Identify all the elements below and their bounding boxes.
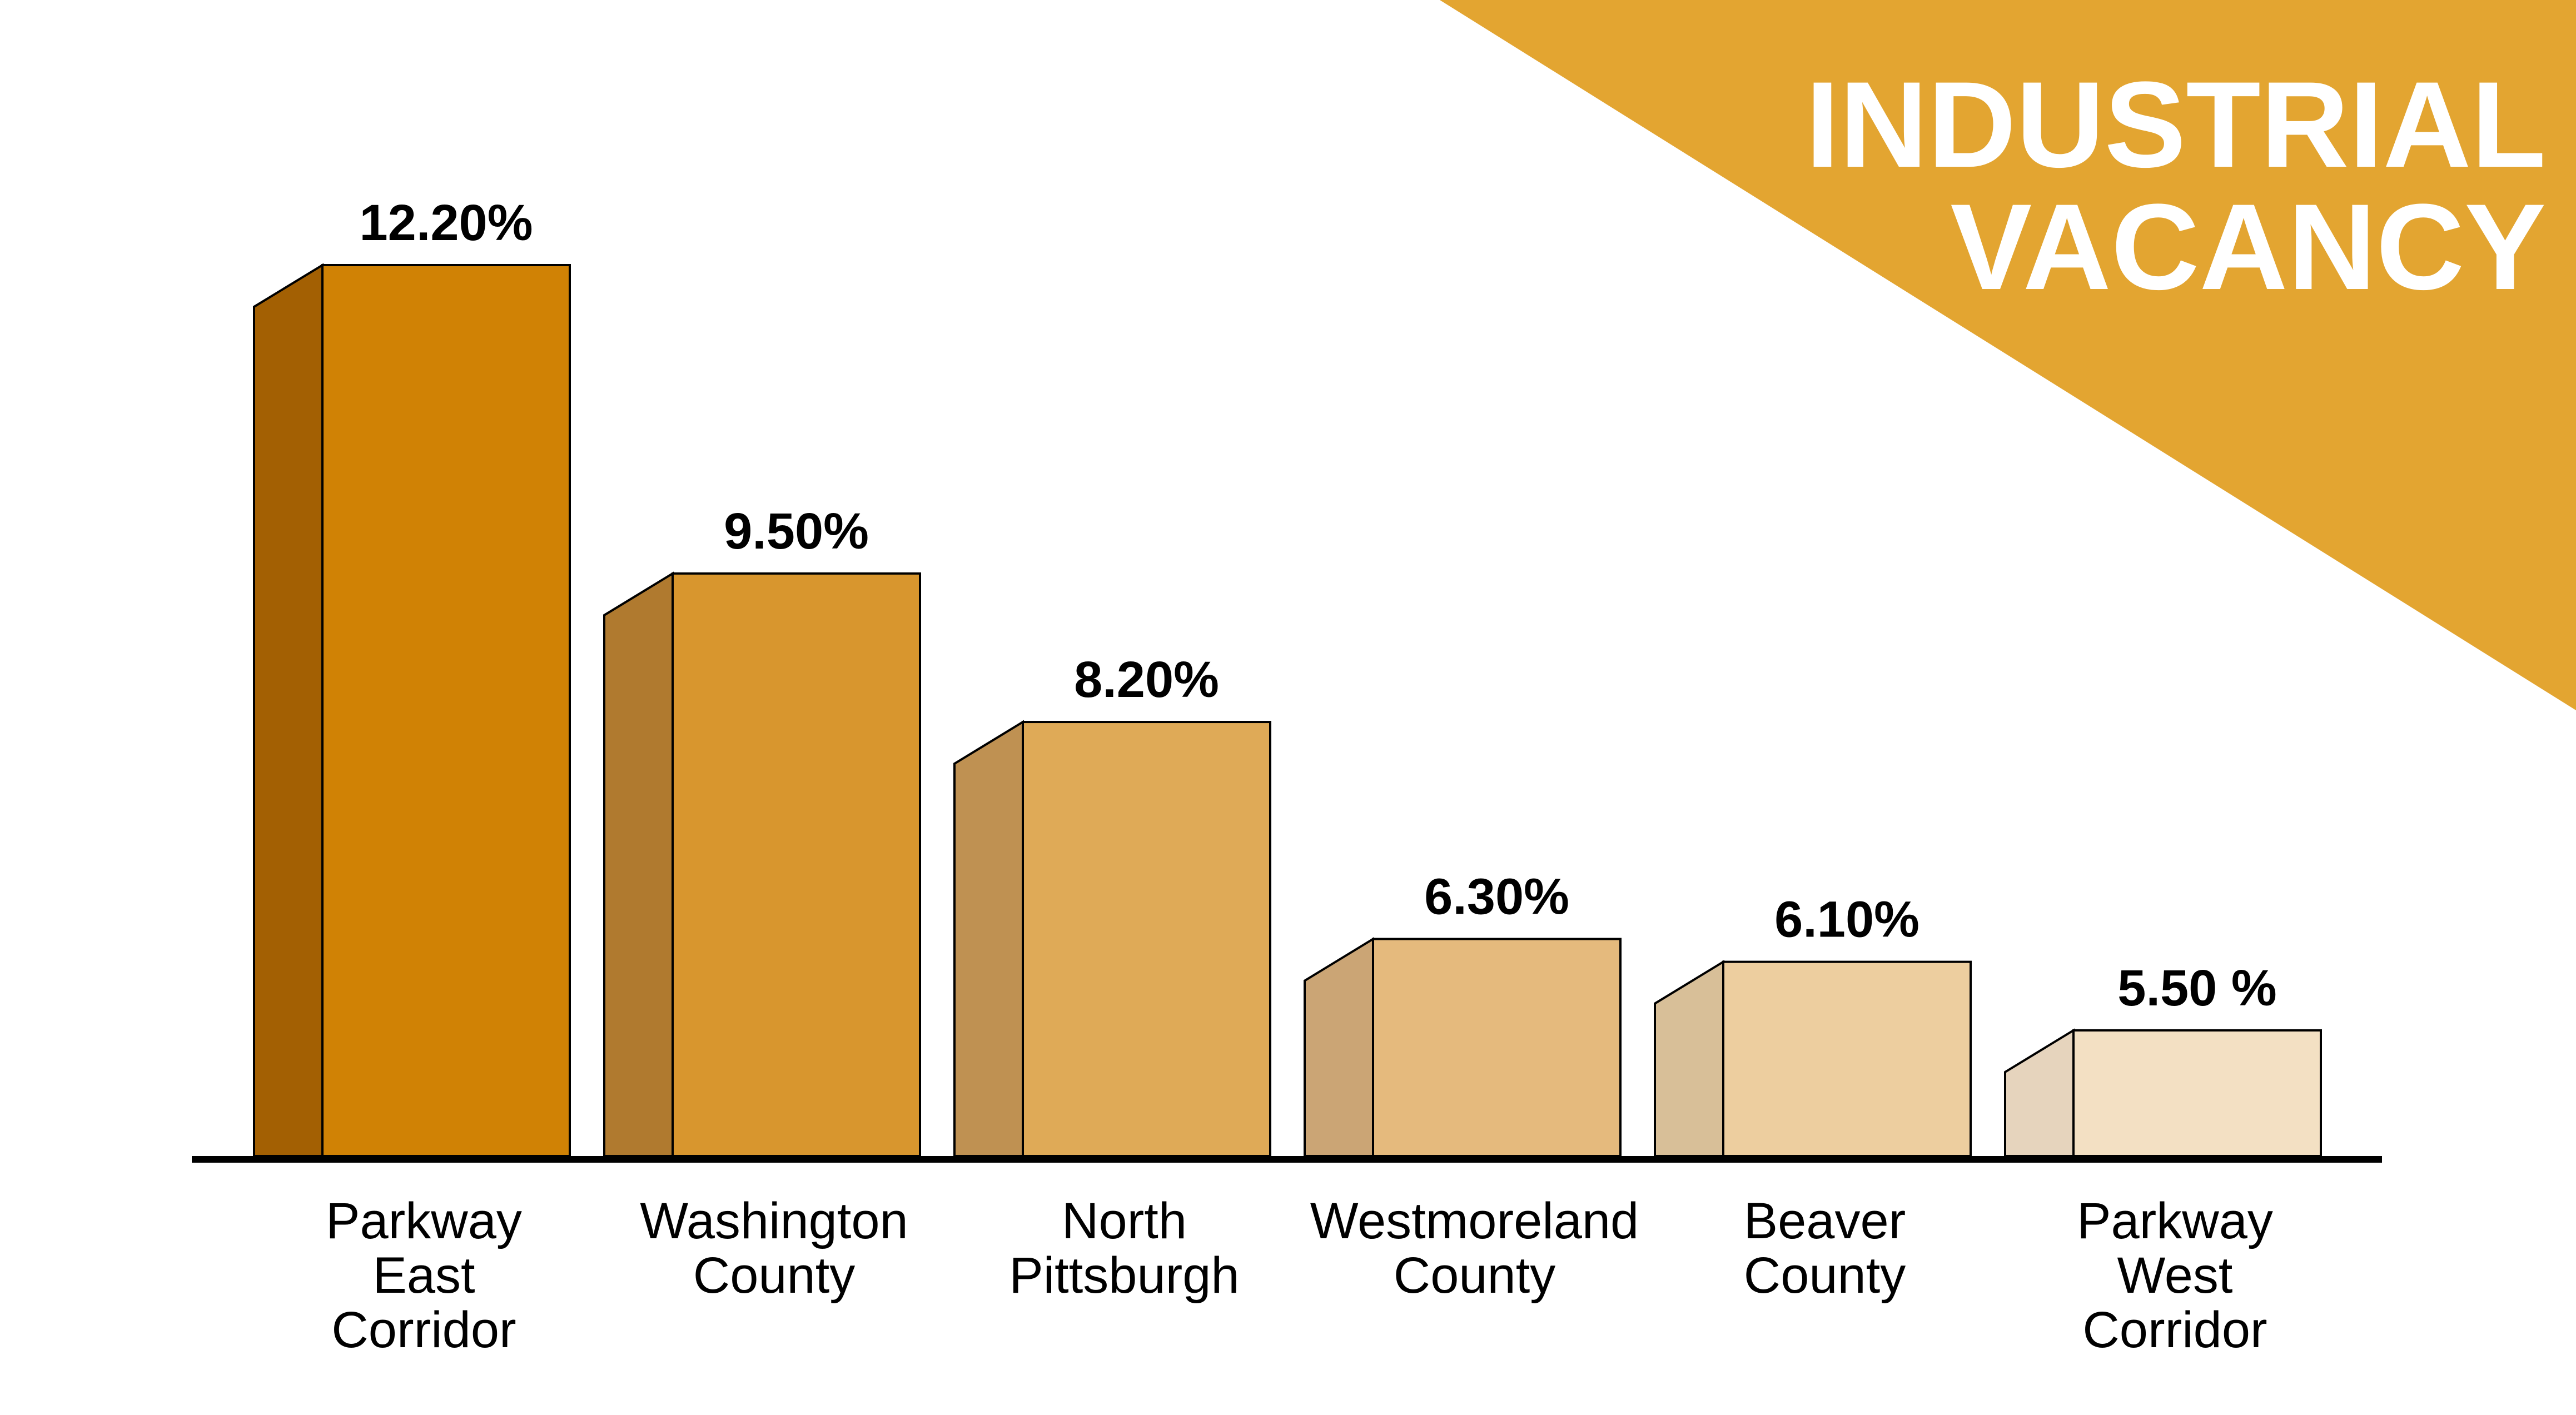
bar-side-2 bbox=[603, 571, 674, 1157]
title-line-2: VACANCY bbox=[1950, 178, 2546, 315]
category-label-6-line-1: Parkway bbox=[2077, 1193, 2273, 1249]
bar-group bbox=[253, 263, 2322, 1158]
category-label-4-line-1: Westmoreland bbox=[1310, 1193, 1639, 1249]
bar-side-1 bbox=[253, 263, 324, 1157]
value-label-6: 5.50 % bbox=[2117, 960, 2276, 1017]
category-label-1-line-3: Corridor bbox=[331, 1302, 516, 1358]
category-label-5-line-1: Beaver bbox=[1744, 1193, 1906, 1249]
bar-2 bbox=[672, 572, 921, 1157]
value-label-5: 6.10% bbox=[1774, 891, 1919, 948]
bar-side-3 bbox=[953, 720, 1024, 1157]
category-label-2-line-2: County bbox=[693, 1247, 856, 1304]
value-label-4: 6.30% bbox=[1424, 869, 1569, 925]
category-label-6-line-3: Corridor bbox=[2082, 1302, 2267, 1358]
bar-4 bbox=[1372, 938, 1622, 1157]
bar-side-6 bbox=[2004, 1028, 2075, 1157]
category-label-3-line-2: Pittsburgh bbox=[1009, 1247, 1239, 1304]
value-label-3: 8.20% bbox=[1074, 651, 1219, 708]
category-label-1-line-1: Parkway bbox=[326, 1193, 522, 1249]
category-label-3-line-1: North bbox=[1062, 1193, 1187, 1249]
title-line-1: INDUSTRIAL bbox=[1806, 56, 2546, 193]
bar-side-5 bbox=[1654, 960, 1724, 1157]
category-label-2-line-1: Washington bbox=[640, 1193, 908, 1249]
bar-3 bbox=[1022, 721, 1271, 1157]
category-label-group: ParkwayEastCorridorWashingtonCountyNorth… bbox=[326, 1193, 2273, 1358]
value-label-2: 9.50% bbox=[724, 503, 869, 560]
title-banner bbox=[1440, 0, 2576, 710]
category-label-1-line-2: East bbox=[372, 1247, 475, 1304]
bar-6 bbox=[2072, 1029, 2322, 1158]
bar-side-4 bbox=[1304, 936, 1374, 1157]
category-label-6-line-2: West bbox=[2117, 1247, 2233, 1304]
category-label-5-line-2: County bbox=[1744, 1247, 1906, 1304]
value-label-group: 12.20% 9.50% 8.20% 6.30% 6.10% 5.50 % bbox=[359, 195, 2276, 1017]
bar-1 bbox=[321, 264, 571, 1157]
category-label-4-line-2: County bbox=[1394, 1247, 1556, 1304]
value-label-1: 12.20% bbox=[359, 195, 533, 251]
bar-5 bbox=[1722, 960, 1972, 1157]
